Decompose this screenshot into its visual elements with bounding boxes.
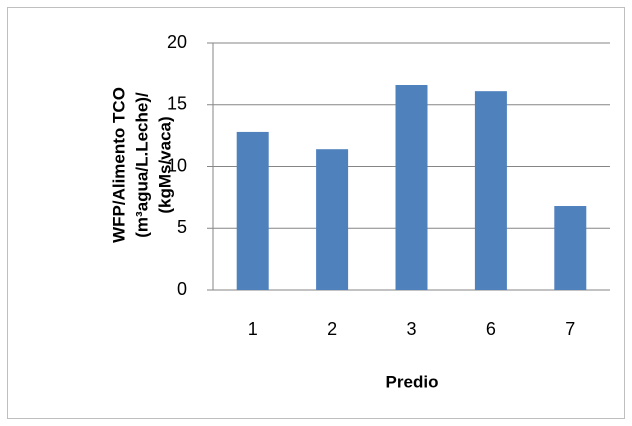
- bar: [236, 131, 269, 290]
- bar: [316, 149, 349, 290]
- y-tick-label: 10: [167, 155, 187, 175]
- y-tick-label: 20: [167, 32, 187, 52]
- bar: [474, 91, 507, 290]
- x-axis-label: Predio: [386, 372, 439, 391]
- x-tick-label: 6: [486, 319, 496, 339]
- x-tick-label: 3: [406, 319, 416, 339]
- y-axis-label: WFP/Alimento TCO: [109, 87, 128, 243]
- x-tick-label: 7: [565, 319, 575, 339]
- bar: [554, 206, 587, 290]
- chart-frame: [7, 7, 625, 419]
- x-tick-label: 1: [248, 319, 258, 339]
- y-axis-label: (kgMs/vaca): [155, 116, 174, 213]
- y-tick-label: 15: [167, 94, 187, 114]
- y-tick-label: 0: [177, 279, 187, 299]
- y-tick-label: 5: [177, 217, 187, 237]
- bar: [395, 84, 428, 291]
- x-tick-label: 2: [327, 319, 337, 339]
- y-axis-label-group: WFP/Alimento TCO (m³agua/L.Leche)/ (kgMs…: [109, 87, 174, 243]
- y-axis-label: (m³agua/L.Leche)/: [132, 92, 151, 238]
